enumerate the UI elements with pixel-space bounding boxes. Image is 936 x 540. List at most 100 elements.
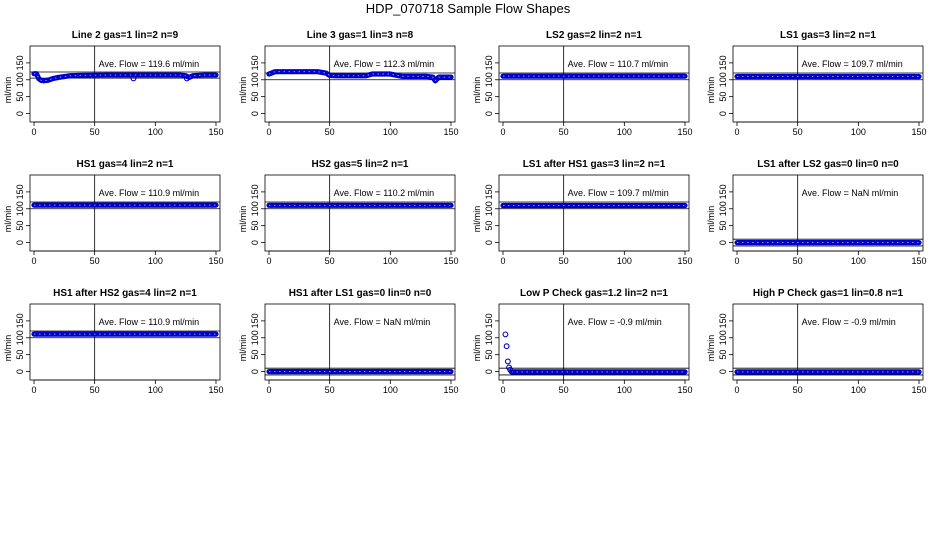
x-tick-label: 100	[383, 256, 398, 266]
panel-1: Line 2 gas=1 lin=2 n=9 Ave. Flow = 119.6 …	[3, 30, 224, 137]
y-axis-label: ml/min	[706, 77, 716, 104]
y-tick-label: 150	[15, 55, 25, 70]
y-tick-label: 50	[15, 92, 25, 102]
x-tick-label: 150	[208, 256, 223, 266]
panel-7: LS1 after HS1 gas=3 lin=2 n=1 Ave. Flow =…	[472, 159, 693, 266]
y-axis-label: ml/min	[706, 335, 716, 362]
average-flow-label: Ave. Flow = 110.7 ml/min	[568, 59, 668, 69]
y-tick-label: 50	[484, 350, 494, 360]
y-tick-label: 0	[718, 111, 728, 116]
panel-title: LS1 after HS1 gas=3 lin=2 n=1	[523, 159, 666, 170]
x-tick-label: 50	[325, 385, 335, 395]
y-tick-label: 100	[484, 201, 494, 216]
y-axis-label: ml/min	[238, 335, 248, 362]
plot-area	[499, 304, 689, 380]
plot-frame	[732, 45, 924, 123]
panel-title: HS1 gas=4 lin=2 n=1	[77, 159, 174, 170]
y-tick-label: 50	[484, 221, 494, 231]
data-series-texture	[268, 71, 451, 82]
plot-frame	[732, 174, 924, 252]
x-tick-label: 100	[383, 127, 398, 137]
panel-title: Line 3 gas=1 lin=3 n=8	[307, 30, 414, 41]
x-tick-label: 0	[500, 256, 505, 266]
data-point	[507, 366, 514, 373]
panel-title: Line 2 gas=1 lin=2 n=9	[72, 30, 179, 41]
y-axis-label: ml/min	[472, 335, 482, 362]
x-tick-label: 100	[851, 256, 866, 266]
plot-area	[30, 175, 220, 251]
y-tick-label: 0	[718, 240, 728, 245]
x-tick-label: 50	[793, 256, 803, 266]
y-tick-label: 100	[718, 201, 728, 216]
panel-10: HS1 after LS1 gas=0 lin=0 n=0 Ave. Flow =…	[238, 288, 459, 395]
x-tick-label: 150	[677, 385, 692, 395]
x-tick-label: 0	[266, 127, 271, 137]
x-tick-label: 50	[559, 256, 569, 266]
plot-area	[733, 46, 923, 122]
x-tick-label: 150	[677, 256, 692, 266]
x-tick-label: 0	[266, 256, 271, 266]
y-tick-label: 100	[484, 72, 494, 87]
x-tick-label: 150	[208, 127, 223, 137]
x-tick-label: 150	[911, 256, 926, 266]
y-axis-label: ml/min	[472, 77, 482, 104]
x-tick-label: 0	[31, 127, 36, 137]
x-tick-label: 0	[500, 385, 505, 395]
x-tick-label: 50	[559, 385, 569, 395]
plot-area	[265, 46, 455, 122]
plot-frame	[498, 303, 690, 381]
x-tick-label: 100	[617, 385, 632, 395]
y-axis-label: ml/min	[3, 77, 13, 104]
average-flow-label: Ave. Flow = 109.7 ml/min	[568, 188, 669, 198]
data-point	[504, 358, 511, 365]
x-tick-label: 50	[90, 385, 100, 395]
y-tick-label: 50	[484, 92, 494, 102]
y-tick-label: 0	[718, 369, 728, 374]
x-tick-label: 150	[911, 127, 926, 137]
average-flow-label: Ave. Flow = 110.9 ml/min	[99, 317, 199, 327]
plot-frame	[498, 45, 690, 123]
y-tick-label: 150	[250, 55, 260, 70]
x-tick-label: 100	[148, 127, 163, 137]
x-tick-label: 150	[443, 127, 458, 137]
data-series-texture	[34, 73, 216, 82]
y-tick-label: 0	[250, 369, 260, 374]
panel-9: HS1 after HS2 gas=4 lin=2 n=1 Ave. Flow =…	[3, 288, 224, 395]
y-tick-label: 150	[484, 55, 494, 70]
x-tick-label: 50	[325, 127, 335, 137]
y-tick-label: 50	[718, 92, 728, 102]
y-axis-label: ml/min	[472, 206, 482, 233]
panel-5: HS1 gas=4 lin=2 n=1 Ave. Flow = 110.9 ml/…	[3, 159, 224, 266]
panel-title: LS1 gas=3 lin=2 n=1	[780, 30, 876, 41]
x-tick-label: 50	[793, 385, 803, 395]
average-flow-label: Ave. Flow = 110.9 ml/min	[99, 188, 199, 198]
y-tick-label: 100	[484, 330, 494, 345]
panel-title: HS1 after LS1 gas=0 lin=0 n=0	[289, 288, 432, 299]
data-point	[130, 75, 137, 82]
y-tick-label: 0	[15, 369, 25, 374]
plot-area	[499, 175, 689, 251]
data-point	[503, 343, 510, 350]
plot-area	[733, 175, 923, 251]
average-flow-label: Ave. Flow = 110.2 ml/min	[334, 188, 434, 198]
y-axis-label: ml/min	[238, 77, 248, 104]
average-flow-label: Ave. Flow = -0.9 ml/min	[568, 317, 662, 327]
y-tick-label: 100	[718, 330, 728, 345]
y-tick-label: 0	[484, 111, 494, 116]
x-tick-label: 100	[148, 256, 163, 266]
x-tick-label: 50	[793, 127, 803, 137]
y-tick-label: 50	[718, 221, 728, 231]
panel-3: LS2 gas=2 lin=2 n=1 Ave. Flow = 110.7 ml/…	[472, 30, 693, 137]
y-tick-label: 0	[484, 240, 494, 245]
y-axis-label: ml/min	[3, 206, 13, 233]
x-tick-label: 0	[734, 385, 739, 395]
average-flow-label: Ave. Flow = 112.3 ml/min	[334, 59, 434, 69]
x-tick-label: 0	[500, 127, 505, 137]
panel-6: HS2 gas=5 lin=2 n=1 Ave. Flow = 110.2 ml/…	[238, 159, 459, 266]
x-tick-label: 50	[559, 127, 569, 137]
x-tick-label: 0	[734, 127, 739, 137]
y-tick-label: 100	[15, 201, 25, 216]
x-tick-label: 100	[383, 385, 398, 395]
y-tick-label: 150	[250, 313, 260, 328]
